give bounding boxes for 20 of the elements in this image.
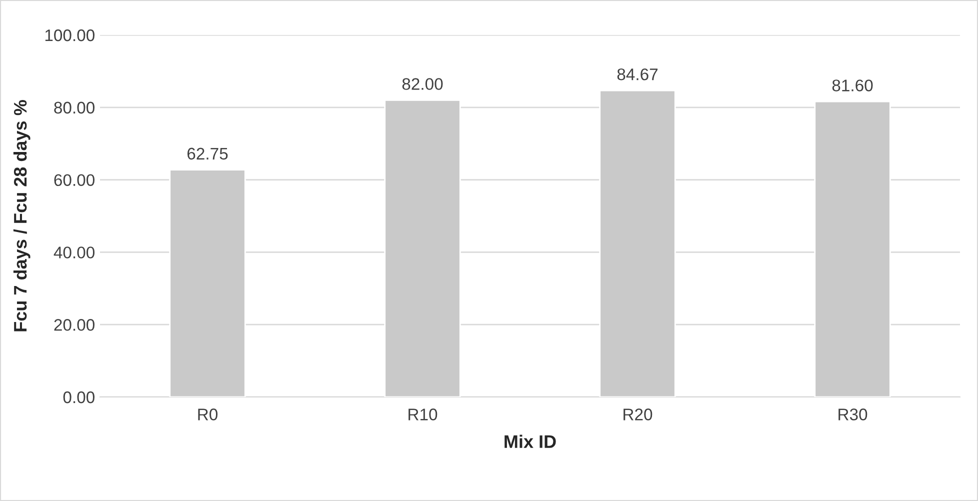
x-tick-label: R10 bbox=[408, 408, 438, 420]
y-tick-label: 20.00 bbox=[54, 319, 94, 331]
x-tick-label: R0 bbox=[198, 408, 218, 420]
data-label: 81.60 bbox=[832, 80, 873, 92]
x-tick-label: R30 bbox=[838, 408, 868, 420]
y-axis-title: Fcu 7 days / Fcu 28 days % bbox=[13, 100, 30, 332]
data-label: 82.00 bbox=[402, 78, 443, 90]
y-tick-label: 100.00 bbox=[45, 29, 94, 42]
y-tick-label: 60.00 bbox=[54, 174, 94, 186]
y-tick-label: 0.00 bbox=[63, 391, 94, 404]
data-label: 84.67 bbox=[617, 68, 658, 80]
x-axis-title: Mix ID bbox=[504, 434, 556, 448]
y-tick-label: 80.00 bbox=[54, 102, 94, 114]
y-tick-label: 40.00 bbox=[54, 246, 94, 258]
bar bbox=[169, 169, 246, 397]
data-label: 62.75 bbox=[187, 148, 228, 160]
bar bbox=[384, 99, 461, 397]
x-tick-label: R20 bbox=[624, 408, 652, 420]
bar bbox=[814, 100, 891, 397]
bar bbox=[599, 90, 676, 397]
